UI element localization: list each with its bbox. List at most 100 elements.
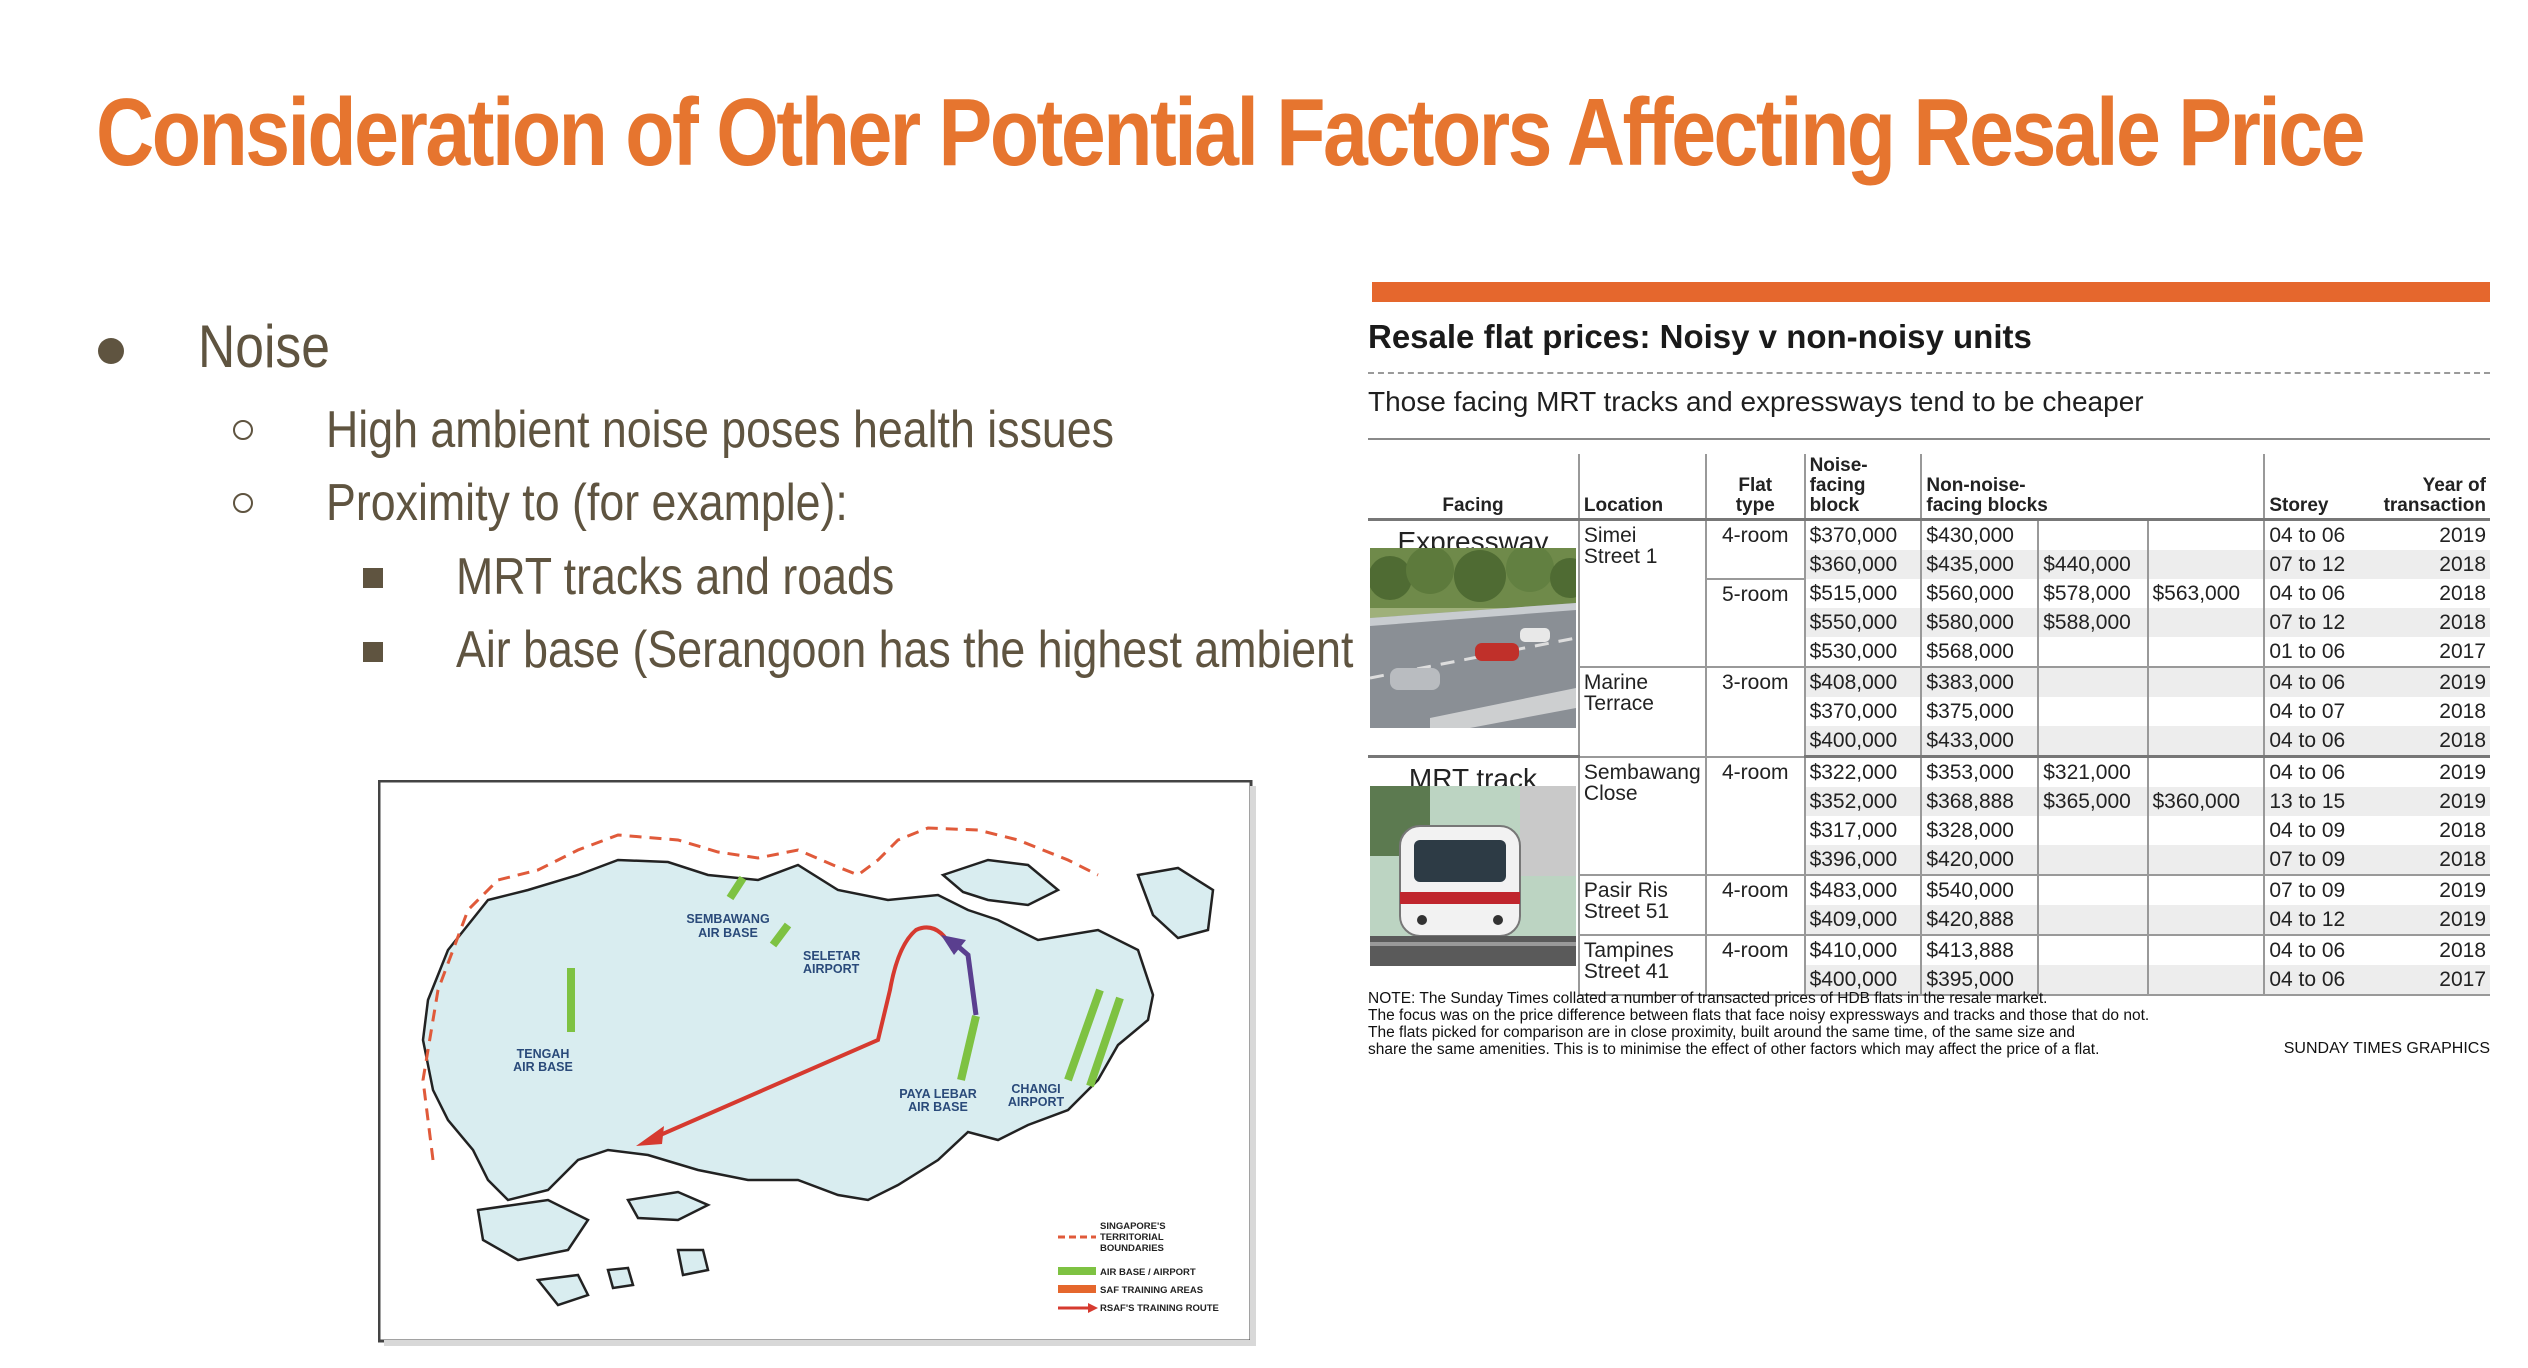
price-cell: $578,000	[2037, 579, 2148, 608]
location-line: Marine	[1583, 671, 1649, 694]
location-cell: Marine Terrace	[1577, 667, 1706, 758]
header-facing: Facing	[1368, 454, 1579, 521]
year-cell: 2018	[2439, 553, 2486, 576]
note-line: NOTE: The Sunday Times collated a number…	[1368, 990, 2048, 1007]
price-cell	[2146, 726, 2265, 758]
price-cell	[2037, 726, 2148, 758]
changi-airport-marker	[1086, 996, 1124, 1088]
price-cell: $317,000	[1803, 816, 1922, 845]
flat-type: 4-room	[1721, 879, 1789, 902]
year-cell: 2018	[2439, 700, 2486, 723]
flat-type-cell: 4-room	[1704, 935, 1805, 996]
price-cell	[2146, 905, 2265, 936]
price-cell	[2146, 875, 2265, 905]
singapore-airbase-map: SEMBAWANG AIR BASE SELETAR AIRPORT TENGA…	[378, 780, 1260, 1350]
price-cell: $328,000	[1920, 816, 2039, 845]
label-changi-2: AIRPORT	[1008, 1095, 1065, 1109]
article-heading: Resale flat prices: Noisy v non-noisy un…	[1368, 318, 2032, 355]
header-noise: Noise-facing block	[1803, 454, 1922, 521]
year-cell: 2018	[2379, 726, 2490, 758]
location-cell: Simei Street 1	[1577, 519, 1706, 668]
note-line: share the same amenities. This is to min…	[1368, 1041, 2100, 1058]
flat-type: 4-room	[1721, 524, 1789, 547]
price-cell	[2146, 667, 2265, 697]
storey-cell: 04 to 06	[2263, 579, 2380, 608]
storey-cell: 04 to 06	[2263, 726, 2380, 758]
southern-island	[535, 1273, 590, 1307]
header-year: Year of transaction	[2379, 454, 2490, 521]
bullet-square	[363, 642, 383, 662]
legend-airbase: AIR BASE / AIRPORT	[1100, 1267, 1196, 1278]
location-line: Sembawang	[1583, 760, 1701, 784]
price-cell: $410,000	[1803, 935, 1922, 965]
storey-cell: 04 to 07	[2263, 697, 2380, 726]
label-changi: CHANGI	[1011, 1082, 1060, 1096]
header-flat-type: Flat type	[1704, 454, 1805, 521]
bullet-dot	[98, 338, 124, 364]
price-cell	[2037, 697, 2148, 726]
storey-cell: 07 to 09	[2263, 845, 2380, 876]
price-cell	[2037, 845, 2148, 876]
storey-cell: 04 to 06	[2263, 935, 2380, 965]
flat-type-cell: 3-room	[1704, 667, 1805, 758]
price-cell: $420,888	[1920, 905, 2039, 936]
divider	[1368, 438, 2490, 440]
bullet-noise: Noise	[198, 313, 330, 380]
article-note: NOTE: The Sunday Times collated a number…	[1368, 990, 2149, 1058]
label-paya-lebar: PAYA LEBAR	[899, 1087, 977, 1101]
flat-type: 5-room	[1721, 583, 1789, 606]
bullet-circle	[233, 493, 253, 513]
location-line: Simei	[1583, 524, 1637, 547]
table-row: Expressway Simei Street 1 4-room $370,000 $43…	[1368, 519, 2490, 758]
orange-rule	[1372, 282, 2490, 302]
year-cell: 2018	[2379, 845, 2490, 876]
year-cell: 2019	[2439, 879, 2486, 902]
location-line: Terrace	[1583, 692, 1654, 715]
bullet-mrt: MRT tracks and roads	[456, 548, 895, 606]
table-row: MRT track Sembawang Close 4-room $322,000 $35…	[1368, 756, 2490, 995]
rsaf-training-route	[657, 925, 955, 1138]
expressway-photo	[1370, 548, 1576, 728]
map-legend: SINGAPORE'S TERRITORIAL BOUNDARIES AIR B…	[1058, 1221, 1219, 1314]
legend-boundary-3: BOUNDARIES	[1100, 1243, 1164, 1254]
price-cell: $365,000	[2037, 787, 2148, 816]
price-cell	[2037, 965, 2148, 996]
seletar-airport-marker	[769, 922, 792, 948]
location-cell: Pasir Ris Street 51	[1577, 875, 1706, 936]
price-cell	[2037, 905, 2148, 936]
price-cell: $368,888	[1920, 787, 2039, 816]
price-cell: $400,000	[1803, 965, 1922, 996]
header-nonnoise: Non-noise-facing blocks	[1920, 454, 2265, 521]
label-sembawang-2: AIR BASE	[698, 926, 758, 940]
price-cell	[2037, 935, 2148, 965]
price-cell	[2037, 637, 2148, 668]
storey-cell: 01 to 06	[2263, 637, 2380, 668]
price-cell	[2146, 519, 2265, 550]
storey-cell: 07 to 12	[2263, 550, 2380, 579]
location-cell: Tampines Street 41	[1577, 935, 1706, 996]
price-cell: $395,000	[1920, 965, 2039, 996]
price-cell: $413,888	[1920, 935, 2039, 965]
price-cell	[2037, 875, 2148, 905]
table-row: $530,000 $568,000 01 to 06 2017	[1368, 637, 2490, 668]
divider	[1368, 372, 2490, 374]
price-cell: $408,000	[1803, 667, 1922, 697]
price-cell	[2146, 845, 2265, 876]
flat-type: 4-room	[1721, 939, 1789, 962]
year-cell: 2019	[2379, 905, 2490, 936]
location-line: Close	[1583, 781, 1638, 805]
price-cell: $530,000	[1803, 637, 1922, 668]
price-cell	[2146, 550, 2265, 579]
table-row: Tampines Street 41 4-room $410,000 $413,888 0…	[1368, 935, 2490, 996]
price-cell: $568,000	[1920, 637, 2039, 668]
year-cell: 2019	[2439, 524, 2486, 547]
note-line: The flats picked for comparison are in c…	[1368, 1024, 2076, 1041]
price-cell: $321,000	[2037, 756, 2148, 787]
note-line: The focus was on the price difference be…	[1368, 1007, 2150, 1024]
location-line: Street 51	[1583, 900, 1670, 923]
bullet-circle	[233, 420, 253, 440]
flat-type: 3-room	[1721, 671, 1789, 694]
price-cell: $580,000	[1920, 608, 2039, 637]
price-cell	[2146, 608, 2265, 637]
pulau-ubin	[940, 858, 1061, 907]
